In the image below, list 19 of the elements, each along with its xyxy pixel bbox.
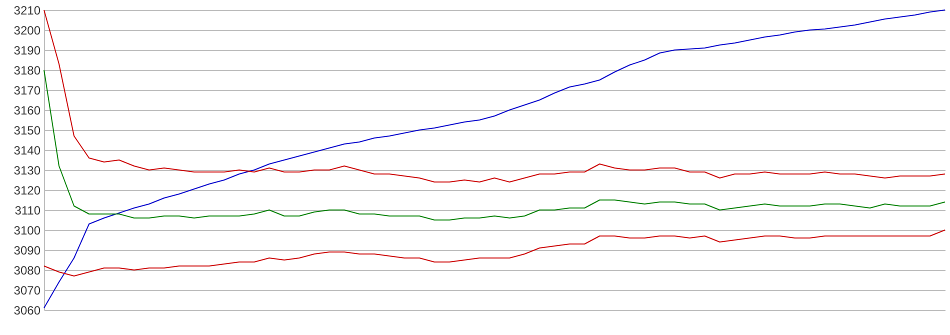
y-tick-label: 3080: [14, 264, 41, 278]
y-tick-label: 3090: [14, 244, 41, 258]
y-tick-label: 3210: [14, 4, 41, 18]
y-tick-label: 3150: [14, 124, 41, 138]
y-tick-label: 3070: [14, 284, 41, 298]
y-tick-label: 3190: [14, 44, 41, 58]
y-tick-label: 3100: [14, 224, 41, 238]
y-tick-label: 3110: [14, 204, 41, 218]
line-series: [44, 70, 946, 220]
y-tick-label: 3060: [14, 304, 41, 318]
line-series: [44, 230, 946, 276]
y-tick-label: 3140: [14, 144, 41, 158]
y-tick-label: 3170: [14, 84, 41, 98]
y-tick-label: 3160: [14, 104, 41, 118]
y-tick-label: 3200: [14, 24, 41, 38]
line-series: [44, 10, 946, 308]
y-tick-label: 3120: [14, 184, 41, 198]
y-tick-label: 3130: [14, 164, 41, 178]
y-tick-label: 3180: [14, 64, 41, 78]
